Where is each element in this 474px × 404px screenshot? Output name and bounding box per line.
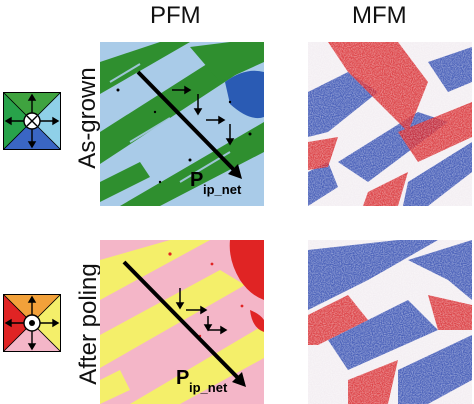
mfm-column-header: MFM	[352, 2, 407, 29]
after-poling-row-label: After poling	[75, 263, 102, 385]
pfm-after-poling-arrow-sub: ip_net	[189, 380, 228, 395]
domain-legend-green-blue-icon	[3, 92, 61, 150]
mfm-as-grown-map	[308, 42, 472, 206]
pfm-column-header: PFM	[150, 2, 201, 29]
as-grown-row-label: As-grown	[74, 67, 101, 169]
pfm-as-grown-arrow-label: P	[190, 169, 203, 191]
pfm-as-grown-map: P ip_net	[100, 42, 264, 206]
pfm-after-poling-map: P ip_net	[100, 240, 264, 404]
mfm-after-poling-map	[308, 240, 472, 404]
pfm-as-grown-arrow-sub: ip_net	[203, 182, 242, 197]
pfm-after-poling-arrow-label: P	[176, 367, 189, 389]
domain-legend-orange-pink-icon	[3, 294, 61, 352]
